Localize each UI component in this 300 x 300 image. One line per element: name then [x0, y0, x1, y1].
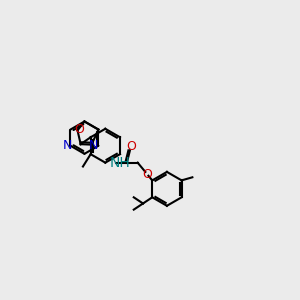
- Text: N: N: [89, 139, 98, 152]
- Text: O: O: [142, 168, 152, 181]
- Text: O: O: [74, 123, 84, 136]
- Text: O: O: [127, 140, 136, 153]
- Text: N: N: [63, 139, 72, 152]
- Text: NH: NH: [109, 156, 130, 170]
